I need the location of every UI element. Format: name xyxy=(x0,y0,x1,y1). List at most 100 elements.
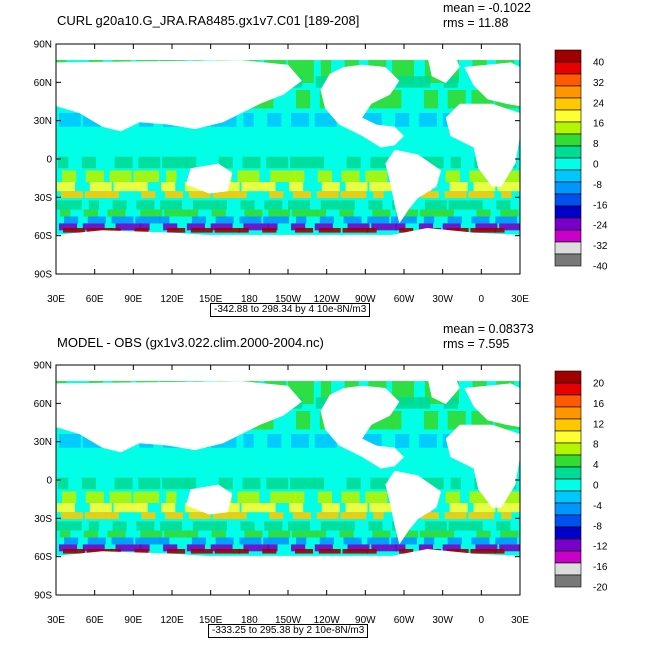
lon-label: 150E xyxy=(199,294,223,305)
lat-label: 0 xyxy=(46,476,52,487)
colorbar-label: 0 xyxy=(593,481,599,492)
ocean-field xyxy=(56,376,520,595)
lon-label: 120E xyxy=(160,294,184,305)
panel-2-title: MODEL - OBS (gx1v3.022.clim.2000-2004.nc… xyxy=(57,335,324,350)
lat-label: 60N xyxy=(34,399,52,410)
colorbar-label: -4 xyxy=(593,501,602,512)
lon-label: 90W xyxy=(355,294,376,305)
lon-label: 90E xyxy=(124,615,142,626)
lat-label: 30N xyxy=(34,116,52,127)
colorbar-box xyxy=(554,406,582,420)
land-antarctica xyxy=(56,228,520,274)
lon-label: 30W xyxy=(432,294,453,305)
lon-label: 0 xyxy=(479,615,485,626)
lon-label: 120W xyxy=(314,615,341,626)
lat-label: 30S xyxy=(34,193,52,204)
panel-1-map: 90N 60N 30N 0 30S 60S 90S 30E 60E 90E 120E 150E 180 1… xyxy=(34,40,608,306)
colorbar-label: -24 xyxy=(593,221,608,232)
land-america_s xyxy=(385,149,442,224)
colorbar-box xyxy=(554,478,582,492)
lon-label: 30E xyxy=(511,294,529,305)
lon-label: 120W xyxy=(314,294,341,305)
land-eurasia_w xyxy=(464,383,520,428)
panel-1-title: CURL g20a10.G_JRA.RA8485.gx1v7.C01 [189-… xyxy=(57,13,360,28)
panel-2-range-label: -333.25 to 295.38 by 2 10e-8N/m3 xyxy=(208,624,369,638)
colorbar-box xyxy=(554,490,582,504)
lat-label: 90S xyxy=(34,591,52,602)
lat-label: 60N xyxy=(34,78,52,89)
colorbar-label: -32 xyxy=(593,241,608,252)
lat-label: 60S xyxy=(34,231,52,242)
colorbar-label: 32 xyxy=(593,78,605,89)
panel-2-mean: mean = 0.08373 xyxy=(443,322,534,336)
land-antarctica xyxy=(56,549,520,595)
colorbar-box xyxy=(554,418,582,432)
panel-1-range-label: -342.88 to 298.34 by 4 10e-8N/m3 xyxy=(210,303,371,317)
lon-label: 150E xyxy=(199,615,223,626)
lon-label: 120E xyxy=(160,615,184,626)
land-africa xyxy=(445,103,520,187)
land-eurasia xyxy=(56,381,302,453)
land-eurasia xyxy=(56,60,302,132)
lon-label: 60E xyxy=(86,294,104,305)
lon-label: 90W xyxy=(355,615,376,626)
colorbar-label: 20 xyxy=(593,379,605,390)
colorbar-box xyxy=(554,562,582,576)
land-australia xyxy=(185,163,233,194)
panel-2-rms: rms = 7.595 xyxy=(443,337,510,351)
colorbar-label: 4 xyxy=(593,460,599,471)
lon-label: 0 xyxy=(479,294,485,305)
colorbar-box xyxy=(554,370,582,384)
colorbar-label: -16 xyxy=(593,200,608,211)
land-america_n xyxy=(320,64,404,148)
lon-label: 180 xyxy=(241,294,258,305)
colorbar-label: -12 xyxy=(593,542,608,553)
lon-label: 30E xyxy=(47,615,65,626)
colorbar-label: 8 xyxy=(593,139,599,150)
colorbar-label: -8 xyxy=(593,521,602,532)
colorbar-box xyxy=(554,514,582,528)
lat-label: 60S xyxy=(34,552,52,563)
panel-1-rms: rms = 11.88 xyxy=(443,16,509,30)
colorbar-label: 8 xyxy=(593,440,599,451)
lat-label: 30N xyxy=(34,437,52,448)
lon-label: 90E xyxy=(124,294,142,305)
colorbar-label: 16 xyxy=(593,119,605,130)
colorbar-box xyxy=(554,382,582,396)
land-africa xyxy=(445,424,520,508)
colorbar-box xyxy=(554,538,582,552)
colorbar-box xyxy=(554,430,582,444)
colorbar-box xyxy=(554,502,582,516)
colorbar-box xyxy=(554,442,582,456)
land-america_n xyxy=(320,385,404,469)
colorbar-box xyxy=(554,550,582,564)
land-greenland xyxy=(427,376,460,405)
lon-label: 30E xyxy=(47,294,65,305)
lon-label: 150W xyxy=(275,294,302,305)
colorbar-label: 16 xyxy=(593,399,605,410)
colorbar-label: 0 xyxy=(593,160,599,171)
lat-label: 30S xyxy=(34,514,52,525)
colorbar-label: -8 xyxy=(593,180,602,191)
lat-label: 90N xyxy=(34,361,52,372)
colorbar-box xyxy=(554,394,582,408)
colorbar-box xyxy=(554,574,582,588)
lon-label: 150W xyxy=(275,615,302,626)
lon-label: 60W xyxy=(394,294,415,305)
land-america_s xyxy=(385,470,442,545)
lon-label: 30W xyxy=(432,615,453,626)
lat-label: 90S xyxy=(34,270,52,281)
lon-label: 60E xyxy=(86,615,104,626)
colorbar-box xyxy=(554,454,582,468)
colorbar-box xyxy=(554,526,582,540)
land-australia xyxy=(185,484,233,515)
land-eurasia_w xyxy=(464,62,520,107)
colorbar-label: -20 xyxy=(593,583,608,594)
land-greenland xyxy=(427,55,460,84)
colorbar-label: -40 xyxy=(593,262,608,273)
colorbar-box xyxy=(554,466,582,480)
panel-1-mean: mean = -0.1022 xyxy=(443,1,531,15)
colorbar-label: 12 xyxy=(593,419,605,430)
colorbar-label: 24 xyxy=(593,98,605,109)
